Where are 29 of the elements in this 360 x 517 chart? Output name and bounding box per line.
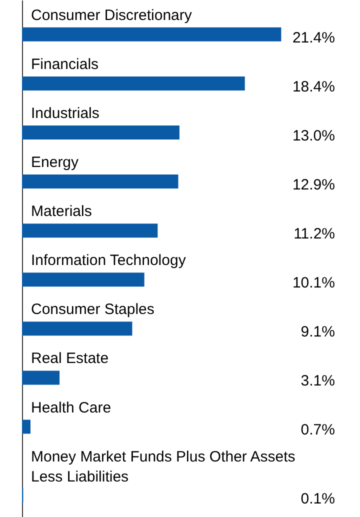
- bar: [22, 370, 60, 385]
- data-label: 13.0%: [292, 127, 335, 144]
- data-label: 10.1%: [292, 274, 335, 292]
- y-tick-label: Money Market Funds Plus Other Assets Less Liabilities: [31, 448, 296, 486]
- y-tick-label: Energy: [31, 154, 80, 172]
- data-label: 21.4%: [292, 29, 335, 46]
- y-tick-label: Materials: [31, 203, 92, 220]
- y-tick-label: Real Estate: [31, 350, 109, 368]
- bar: [22, 420, 30, 434]
- y-tick-label: Health Care: [31, 399, 112, 416]
- bar: [22, 322, 132, 336]
- y-tick-label: Financials: [31, 56, 99, 73]
- y-tick-label: Industrials: [31, 105, 100, 122]
- data-label: 0.1%: [300, 490, 335, 508]
- bar: [22, 126, 180, 140]
- data-label: 11.2%: [294, 226, 335, 243]
- data-label: 18.4%: [292, 78, 335, 96]
- bar: [22, 272, 144, 287]
- y-tick-label: Information Technology: [31, 252, 186, 270]
- y-tick-label: Consumer Discretionary: [31, 6, 192, 24]
- y-tick-label: Consumer Staples: [31, 301, 154, 318]
- bar: [22, 27, 282, 42]
- bar: [22, 76, 245, 90]
- bar: [22, 224, 158, 238]
- bar: [22, 174, 178, 189]
- data-label: 9.1%: [300, 324, 335, 341]
- data-label: 3.1%: [300, 372, 335, 390]
- data-label: 12.9%: [292, 176, 335, 194]
- data-label: 0.7%: [300, 422, 335, 439]
